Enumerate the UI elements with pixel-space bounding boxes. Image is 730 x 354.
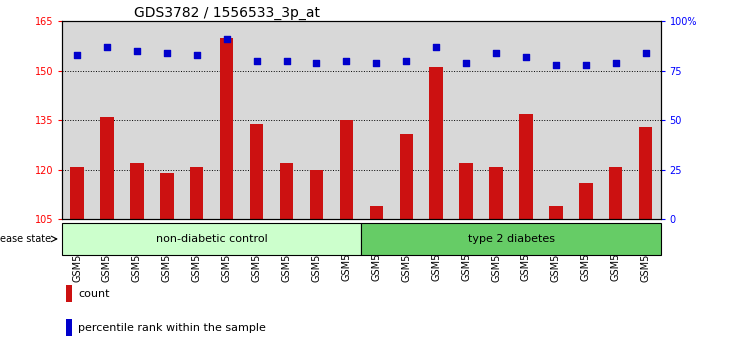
- Bar: [242, 21, 272, 219]
- Bar: [399, 133, 413, 219]
- Point: [400, 58, 412, 64]
- Bar: [549, 206, 563, 219]
- Bar: [421, 21, 451, 219]
- Bar: [130, 163, 144, 219]
- Bar: [212, 21, 242, 219]
- Text: GDS3782 / 1556533_3p_at: GDS3782 / 1556533_3p_at: [134, 6, 320, 20]
- Point: [550, 62, 562, 68]
- Text: count: count: [79, 289, 110, 299]
- Bar: [66, 319, 72, 336]
- Bar: [272, 21, 301, 219]
- Bar: [579, 183, 593, 219]
- Bar: [152, 21, 182, 219]
- Bar: [280, 163, 293, 219]
- Point: [161, 50, 173, 56]
- Point: [610, 60, 622, 66]
- Bar: [310, 170, 323, 219]
- Point: [72, 52, 82, 58]
- Text: disease state: disease state: [0, 234, 51, 244]
- Point: [281, 58, 293, 64]
- Bar: [331, 21, 361, 219]
- Point: [520, 54, 531, 60]
- Bar: [361, 21, 391, 219]
- Bar: [639, 127, 653, 219]
- Point: [491, 50, 502, 56]
- Point: [131, 48, 143, 54]
- Bar: [451, 21, 481, 219]
- Point: [221, 36, 233, 42]
- Bar: [489, 167, 503, 219]
- Bar: [122, 21, 152, 219]
- Point: [340, 58, 352, 64]
- Bar: [391, 21, 421, 219]
- Point: [639, 50, 652, 56]
- Bar: [66, 285, 72, 302]
- Bar: [220, 38, 234, 219]
- Bar: [369, 206, 383, 219]
- Point: [311, 60, 323, 66]
- Bar: [459, 163, 473, 219]
- Bar: [609, 167, 623, 219]
- Bar: [92, 21, 122, 219]
- Bar: [160, 173, 174, 219]
- Bar: [481, 21, 511, 219]
- Text: type 2 diabetes: type 2 diabetes: [467, 234, 555, 244]
- Bar: [601, 21, 631, 219]
- Bar: [62, 223, 361, 255]
- Bar: [571, 21, 601, 219]
- Point: [580, 62, 592, 68]
- Text: non-diabetic control: non-diabetic control: [155, 234, 268, 244]
- Bar: [301, 21, 331, 219]
- Bar: [62, 21, 92, 219]
- Bar: [339, 120, 353, 219]
- Point: [251, 58, 263, 64]
- Point: [101, 44, 113, 50]
- Bar: [190, 167, 204, 219]
- Bar: [182, 21, 212, 219]
- Bar: [100, 117, 114, 219]
- Bar: [511, 21, 541, 219]
- Bar: [429, 68, 443, 219]
- Bar: [631, 21, 661, 219]
- Point: [370, 60, 383, 66]
- Bar: [70, 167, 84, 219]
- Bar: [541, 21, 571, 219]
- Text: percentile rank within the sample: percentile rank within the sample: [79, 323, 266, 333]
- Point: [191, 52, 203, 58]
- Bar: [250, 124, 264, 219]
- Point: [431, 44, 442, 50]
- Bar: [361, 223, 661, 255]
- Bar: [519, 114, 533, 219]
- Point: [461, 60, 472, 66]
